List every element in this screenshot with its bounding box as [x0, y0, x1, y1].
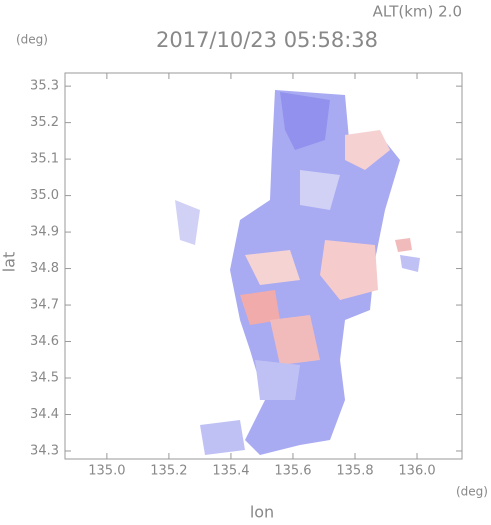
x-tick-label: 136.0	[398, 464, 435, 479]
y-tick-label: 35.1	[30, 152, 59, 167]
x-tick-label: 135.8	[336, 464, 373, 479]
y-tick-label: 35.2	[30, 115, 59, 130]
x-unit: (deg)	[456, 485, 488, 499]
x-axis-label: lon	[250, 503, 274, 522]
y-tick-label: 35.3	[30, 79, 59, 94]
y-tick-label: 35.0	[30, 188, 59, 203]
x-tick-label: 135.6	[274, 464, 311, 479]
y-tick-label: 34.8	[30, 261, 59, 276]
altitude-label: ALT(km) 2.0	[373, 3, 462, 21]
x-tick-label: 135.2	[150, 464, 187, 479]
y-unit: (deg)	[16, 33, 48, 47]
y-axis-label: lat	[0, 252, 19, 273]
plot-frame	[64, 72, 463, 460]
y-tick-label: 34.3	[30, 443, 59, 458]
y-tick-label: 34.4	[30, 407, 59, 422]
chart-title: 2017/10/23 05:58:38	[156, 28, 378, 52]
radar-echo	[175, 90, 420, 455]
y-tick-label: 34.5	[30, 371, 59, 386]
x-tick-label: 135.4	[212, 464, 249, 479]
y-tick-label: 34.6	[30, 334, 59, 349]
y-tick-label: 34.9	[30, 225, 59, 240]
y-tick-label: 34.7	[30, 298, 59, 313]
x-tick-label: 135.0	[88, 464, 125, 479]
